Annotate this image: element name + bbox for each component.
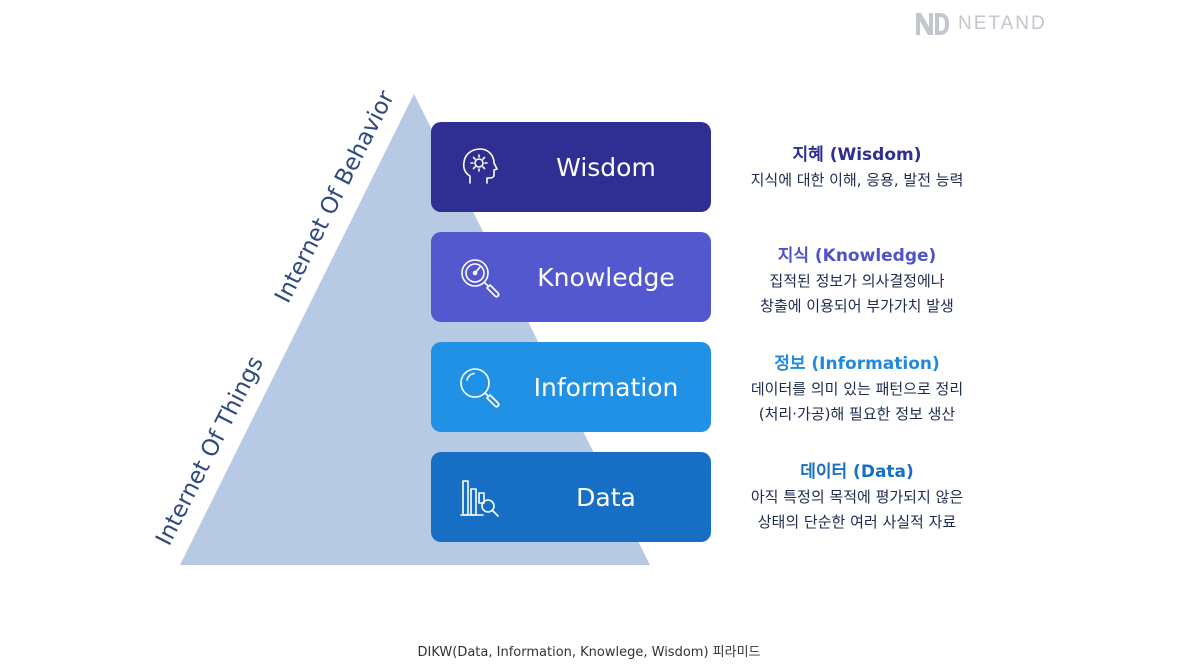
desc-title: 지혜 (Wisdom) — [792, 145, 922, 165]
level-label: Knowledge — [537, 262, 675, 292]
magnifier-icon — [460, 368, 500, 408]
level-label: Data — [576, 482, 636, 512]
desc-line: 창출에 이용되어 부가가치 발생 — [760, 297, 954, 315]
level-label: Wisdom — [556, 152, 656, 182]
level-knowledge: Knowledge — [431, 232, 711, 322]
desc-title: 지식 (Knowledge) — [777, 246, 937, 266]
head-gear-icon — [462, 148, 498, 184]
desc-data: 데이터 (Data) 아직 특정의 목적에 평가되지 않은 상태의 단순한 여러… — [722, 459, 992, 535]
desc-line: 지식에 대한 이해, 응용, 발전 능력 — [750, 171, 964, 189]
bar-chart-magnifier-icon — [460, 480, 499, 517]
brand-name: NETAND — [958, 13, 1047, 34]
figure-caption: DIKW(Data, Information, Knowlege, Wisdom… — [417, 645, 761, 660]
gauge-magnifier-icon — [461, 259, 500, 298]
level-information: Information — [431, 342, 711, 432]
desc-title: 정보 (Information) — [774, 354, 940, 374]
desc-line: 데이터를 의미 있는 패턴으로 정리 — [750, 380, 964, 398]
desc-knowledge: 지식 (Knowledge) 집적된 정보가 의사결정에나 창출에 이용되어 부… — [722, 243, 992, 319]
desc-line: (처리·가공)해 필요한 정보 생산 — [758, 405, 956, 423]
nd-logo-icon — [916, 13, 949, 35]
desc-line: 상태의 단순한 여러 사실적 자료 — [757, 513, 957, 531]
desc-title: 데이터 (Data) — [800, 462, 914, 482]
netand-logo: NETAND — [914, 10, 1047, 38]
level-label: Information — [533, 372, 679, 402]
desc-line: 집적된 정보가 의사결정에나 — [769, 272, 945, 290]
level-wisdom: Wisdom — [431, 122, 711, 212]
level-data: Data — [431, 452, 711, 542]
desc-wisdom: 지혜 (Wisdom) 지식에 대한 이해, 응용, 발전 능력 — [722, 142, 992, 193]
desc-information: 정보 (Information) 데이터를 의미 있는 패턴으로 정리 (처리·… — [722, 351, 992, 427]
desc-line: 아직 특정의 목적에 평가되지 않은 — [750, 488, 964, 506]
